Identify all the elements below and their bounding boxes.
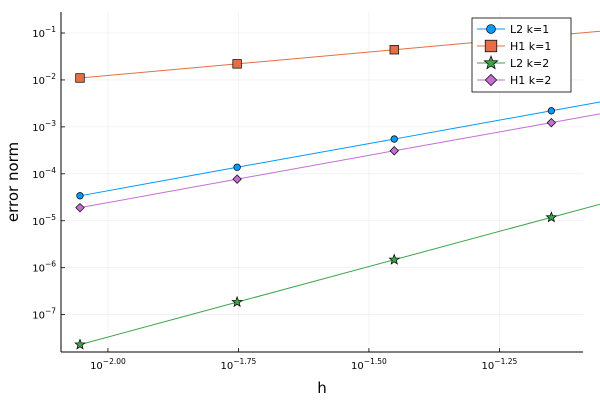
legend-label-l2-k-2: L2 k=2 xyxy=(510,57,549,70)
data-point-l2-k-1 xyxy=(547,107,556,115)
y-tick-base: 10 xyxy=(32,76,45,87)
y-tick-label: 10−3 xyxy=(32,119,56,134)
x-tick-base: 10 xyxy=(221,361,234,372)
y-tick-exponent: −4 xyxy=(45,166,56,175)
y-tick-exponent: −7 xyxy=(45,307,56,316)
y-tick-base: 10 xyxy=(32,311,45,322)
x-tick-exponent: −1.50 xyxy=(364,357,387,366)
data-point-h1-k-2 xyxy=(232,174,242,184)
data-point-l2-k-1 xyxy=(390,135,398,143)
y-tick-exponent: −1 xyxy=(45,25,56,34)
legend: L2 k=1 H1 k=1 L2 k=2 H1 k=2 xyxy=(471,17,572,93)
legend-label-l2-k-1: L2 k=1 xyxy=(510,23,549,36)
data-point-h1-k-1 xyxy=(75,73,85,83)
y-tick-exponent: −2 xyxy=(45,72,56,81)
x-tick-base: 10 xyxy=(482,361,495,372)
data-point-l2-k-2 xyxy=(74,338,86,350)
data-point-l2-k-1 xyxy=(76,192,84,200)
series-line-h1-k-2 xyxy=(79,113,600,209)
y-tick-label: 10−4 xyxy=(32,166,56,181)
y-tick-base: 10 xyxy=(32,170,45,181)
y-tick-label: 10−6 xyxy=(32,260,56,275)
y-tick-base: 10 xyxy=(32,217,45,228)
series-line-l2-k-2 xyxy=(79,203,600,346)
x-tick-base: 10 xyxy=(90,361,103,372)
data-point-h1-k-2 xyxy=(75,202,85,213)
data-point-l2-k-2 xyxy=(231,295,244,308)
y-tick-exponent: −6 xyxy=(45,260,56,269)
data-point-l2-k-1 xyxy=(233,163,241,171)
data-point-h1-k-2 xyxy=(546,117,557,128)
legend-marker-l2-k-2 xyxy=(483,54,499,70)
legend-label-h1-k-1: H1 k=1 xyxy=(510,40,551,53)
y-tick-base: 10 xyxy=(32,264,45,275)
x-axis-label: h xyxy=(317,379,327,397)
legend-label-h1-k-2: H1 k=2 xyxy=(510,74,551,87)
legend-marker-l2-k-1 xyxy=(486,24,496,34)
x-tick-label: 10−1.50 xyxy=(351,357,387,372)
y-tick-labels: 10−710−610−510−410−310−210−1 xyxy=(32,25,56,322)
data-point-l2-k-2 xyxy=(545,211,558,223)
y-tick-base: 10 xyxy=(32,29,45,40)
y-tick-label: 10−7 xyxy=(32,307,56,322)
x-tick-label: 10−1.75 xyxy=(221,357,257,372)
y-tick-exponent: −3 xyxy=(45,119,56,128)
data-point-h1-k-2 xyxy=(389,146,399,156)
x-tick-label: 10−1.25 xyxy=(482,357,518,372)
data-point-h1-k-1 xyxy=(389,45,399,55)
y-tick-label: 10−1 xyxy=(32,25,56,40)
series-line-l2-k-1 xyxy=(79,101,600,197)
x-tick-label: 10−2.00 xyxy=(90,357,126,372)
data-point-h1-k-1 xyxy=(232,59,242,69)
y-tick-exponent: −5 xyxy=(45,213,56,222)
x-tick-exponent: −2.00 xyxy=(103,357,126,366)
y-tick-label: 10−5 xyxy=(32,213,56,228)
axes xyxy=(60,12,583,353)
legend-marker-h1-k-1 xyxy=(484,39,498,53)
data-point-l2-k-2 xyxy=(388,253,401,265)
x-tick-exponent: −1.25 xyxy=(494,357,517,366)
y-axis-label: error norm xyxy=(4,142,22,222)
legend-marker-h1-k-2 xyxy=(484,73,498,87)
x-tick-exponent: −1.75 xyxy=(233,357,256,366)
y-tick-base: 10 xyxy=(32,123,45,134)
x-tick-base: 10 xyxy=(351,361,364,372)
y-tick-label: 10−2 xyxy=(32,72,56,87)
